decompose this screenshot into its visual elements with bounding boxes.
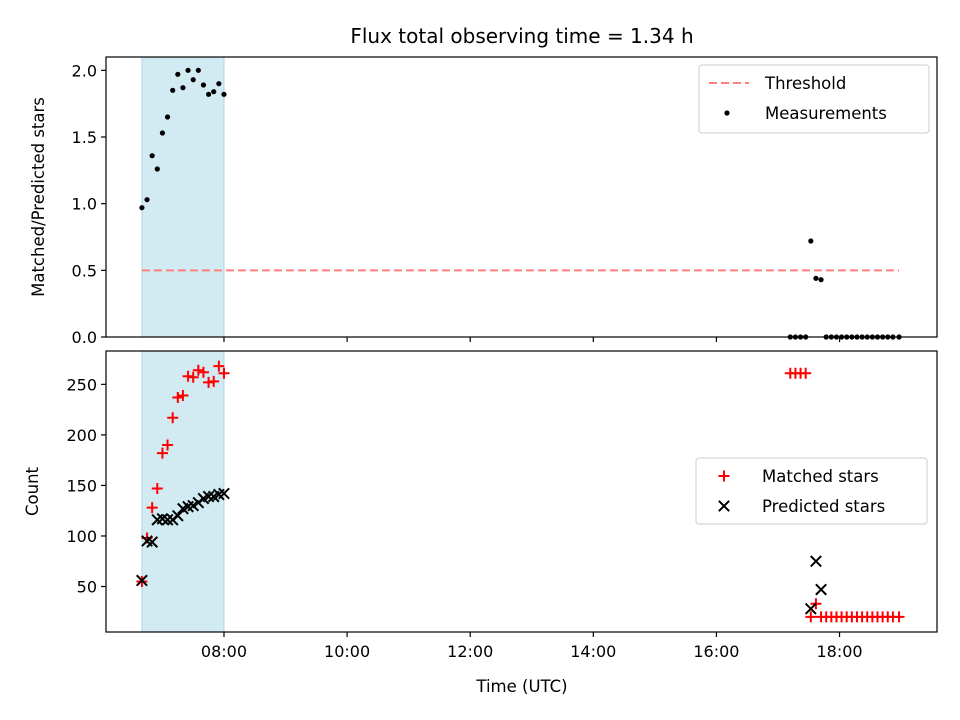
y-tick-label: 1.5 xyxy=(72,128,97,147)
data-point xyxy=(810,555,822,568)
x-axis-title: Time (UTC) xyxy=(475,677,567,696)
y-tick-label: 200 xyxy=(66,426,97,445)
y-axis-title: Matched/Predicted stars xyxy=(29,97,48,297)
data-point xyxy=(893,611,905,623)
legend-label: Matched stars xyxy=(762,467,879,486)
data-point xyxy=(813,275,819,281)
x-tick-label: 14:00 xyxy=(570,642,616,661)
data-point xyxy=(172,391,184,403)
data-point xyxy=(213,360,225,372)
data-point xyxy=(808,238,814,244)
data-point xyxy=(800,367,812,379)
data-point xyxy=(139,205,145,211)
data-point xyxy=(202,490,215,503)
axes-frame xyxy=(105,56,938,338)
shaded-interval xyxy=(141,56,225,338)
bottom-panel: 50 100 150 200 250 08:00 10:00 12:00 14:00 16:00 1… xyxy=(23,350,938,661)
legend-box xyxy=(698,64,930,134)
x-tick-label: 18:00 xyxy=(816,642,862,661)
y-axis-title: Count xyxy=(23,466,42,516)
data-point xyxy=(162,439,174,451)
y-tick-label: 0.5 xyxy=(72,261,97,280)
data-point xyxy=(211,89,217,95)
data-point xyxy=(149,153,155,159)
data-point xyxy=(151,482,163,494)
y-tick-label: 150 xyxy=(66,476,97,495)
axes-frame xyxy=(105,350,938,633)
x-tick-label: 12:00 xyxy=(447,642,493,661)
data-point xyxy=(182,370,194,382)
legend-box xyxy=(695,457,928,525)
legend-marker xyxy=(718,500,730,512)
data-point xyxy=(180,85,186,91)
x-tick-label: 08:00 xyxy=(201,642,247,661)
data-point xyxy=(203,376,215,388)
x-tick-label: 16:00 xyxy=(693,642,739,661)
data-point xyxy=(161,513,174,526)
legend-label: Predicted stars xyxy=(762,497,885,516)
data-point xyxy=(170,87,176,93)
legend-label: Measurements xyxy=(765,104,887,123)
data-point xyxy=(208,375,220,387)
chart-title: Flux total observing time = 1.34 h xyxy=(350,24,693,48)
y-tick-label: 250 xyxy=(66,375,97,394)
legend: Matched stars Predicted stars xyxy=(695,457,928,525)
data-point xyxy=(190,77,196,83)
data-point xyxy=(146,536,159,548)
data-point xyxy=(171,509,184,522)
legend-label: Threshold xyxy=(764,74,846,93)
data-point xyxy=(175,71,181,77)
data-point xyxy=(218,487,230,500)
legend: Threshold Measurements xyxy=(698,64,930,134)
data-point xyxy=(185,67,191,73)
data-point xyxy=(144,197,150,203)
data-point xyxy=(200,82,207,88)
data-point xyxy=(815,583,827,596)
top-panel: 0.0 0.5 1.0 1.5 2.0 Matched/Predicted stars Th… xyxy=(29,56,938,347)
y-tick-label: 100 xyxy=(66,527,97,546)
data-point xyxy=(159,130,166,136)
data-point xyxy=(146,502,158,514)
data-point xyxy=(804,602,817,615)
legend-marker xyxy=(724,110,730,116)
data-point xyxy=(156,447,168,459)
legend-marker xyxy=(718,470,730,482)
data-point xyxy=(218,367,230,379)
data-point xyxy=(167,412,179,424)
data-point xyxy=(197,366,209,378)
y-tick-label: 0.0 xyxy=(72,328,97,347)
y-tick-label: 2.0 xyxy=(72,61,97,80)
data-point xyxy=(192,364,204,376)
data-point xyxy=(154,166,160,172)
data-point xyxy=(135,574,148,587)
data-point xyxy=(164,114,171,120)
data-point xyxy=(205,91,212,97)
y-tick-label: 1.0 xyxy=(72,195,97,214)
x-tick-label: 10:00 xyxy=(324,642,370,661)
data-point xyxy=(177,389,189,401)
data-point xyxy=(805,611,817,623)
data-point xyxy=(195,67,201,73)
data-point xyxy=(216,81,222,87)
data-point xyxy=(187,371,199,383)
data-point xyxy=(818,277,824,283)
data-point xyxy=(221,91,227,97)
y-tick-label: 50 xyxy=(77,578,97,597)
